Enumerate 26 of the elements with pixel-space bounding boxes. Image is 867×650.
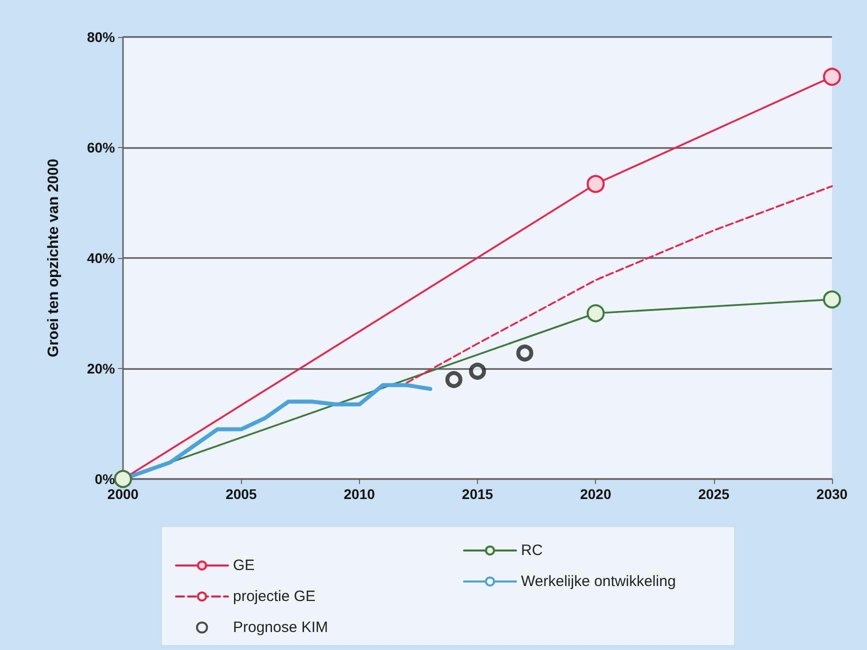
x-tick-label: 2010	[344, 486, 376, 502]
x-tick-label: 2005	[226, 486, 257, 502]
point	[469, 362, 486, 380]
legend-label: RC	[521, 542, 543, 559]
y-tick-label: 80%	[86, 29, 116, 45]
point	[823, 68, 841, 86]
x-tick-label: 2030	[816, 486, 848, 502]
y-tick-label: 20%	[86, 360, 116, 376]
legend-label: GE	[233, 557, 255, 574]
legend-label: Werkelijke ontwikkeling	[521, 573, 676, 590]
point	[823, 290, 841, 308]
point	[445, 371, 462, 388]
y-axis-title: Groei ten opzichte van 2000	[45, 158, 62, 358]
point	[586, 304, 605, 322]
point	[586, 174, 605, 193]
y-tick-label: 60%	[86, 140, 116, 156]
x-tick-label: 2015	[462, 486, 494, 502]
y-tick-label: 40%	[86, 250, 116, 266]
point	[516, 344, 534, 362]
y-tick-label: 0%	[94, 471, 116, 487]
legend-label: projectie GE	[233, 588, 316, 605]
line-series	[406, 185, 833, 384]
x-tick-label: 2020	[580, 486, 612, 502]
x-tick-label: 2025	[698, 486, 730, 502]
x-tick-label: 2000	[107, 486, 139, 502]
legend-label: Prognose KIM	[233, 619, 328, 636]
